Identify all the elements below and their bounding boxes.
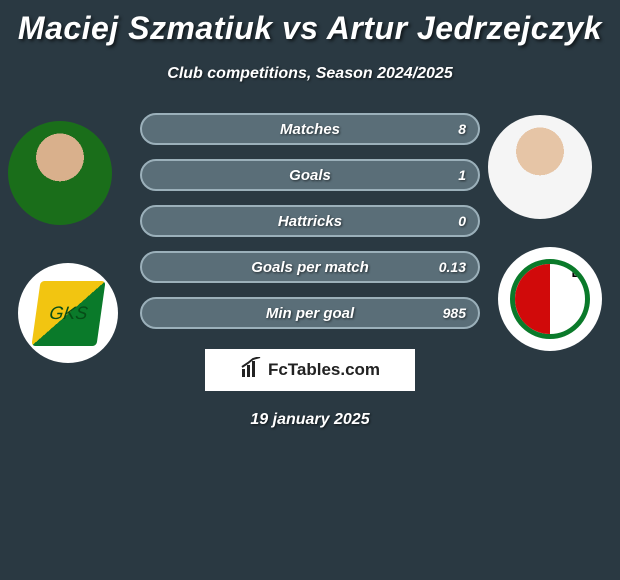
player1-photo — [8, 121, 112, 225]
stat-value-p2: 0 — [458, 213, 466, 229]
stat-bar: Goals 1 — [140, 159, 480, 191]
page-title: Maciej Szmatiuk vs Artur Jedrzejczyk — [0, 0, 620, 47]
stat-bar: Min per goal 985 — [140, 297, 480, 329]
brand-text: FcTables.com — [268, 360, 380, 380]
stat-label: Hattricks — [278, 213, 342, 230]
comparison-stage: GKS Matches 8 Goals 1 Hattricks 0 Goals … — [0, 113, 620, 429]
stat-bar: Goals per match 0.13 — [140, 251, 480, 283]
stat-label: Matches — [280, 121, 340, 138]
brand-box: FcTables.com — [205, 349, 415, 391]
stat-value-p2: 0.13 — [439, 259, 466, 275]
stat-value-p2: 985 — [443, 305, 466, 321]
snapshot-date: 19 january 2025 — [0, 411, 620, 429]
stat-value-p2: 8 — [458, 121, 466, 137]
stat-label: Goals per match — [251, 259, 369, 276]
player2-club-badge — [498, 247, 602, 351]
club-badge-icon: GKS — [31, 281, 105, 346]
brand-chart-icon — [240, 357, 262, 384]
page-subtitle: Club competitions, Season 2024/2025 — [0, 65, 620, 83]
stat-bar: Matches 8 — [140, 113, 480, 145]
stat-label: Min per goal — [266, 305, 354, 322]
stat-value-p2: 1 — [458, 167, 466, 183]
stat-label: Goals — [289, 167, 331, 184]
player2-photo — [488, 115, 592, 219]
club-badge-text: GKS — [48, 303, 89, 324]
player1-club-badge: GKS — [18, 263, 118, 363]
club-badge-icon — [510, 259, 590, 339]
stat-bar: Hattricks 0 — [140, 205, 480, 237]
stats-bars: Matches 8 Goals 1 Hattricks 0 Goals per … — [140, 113, 480, 329]
